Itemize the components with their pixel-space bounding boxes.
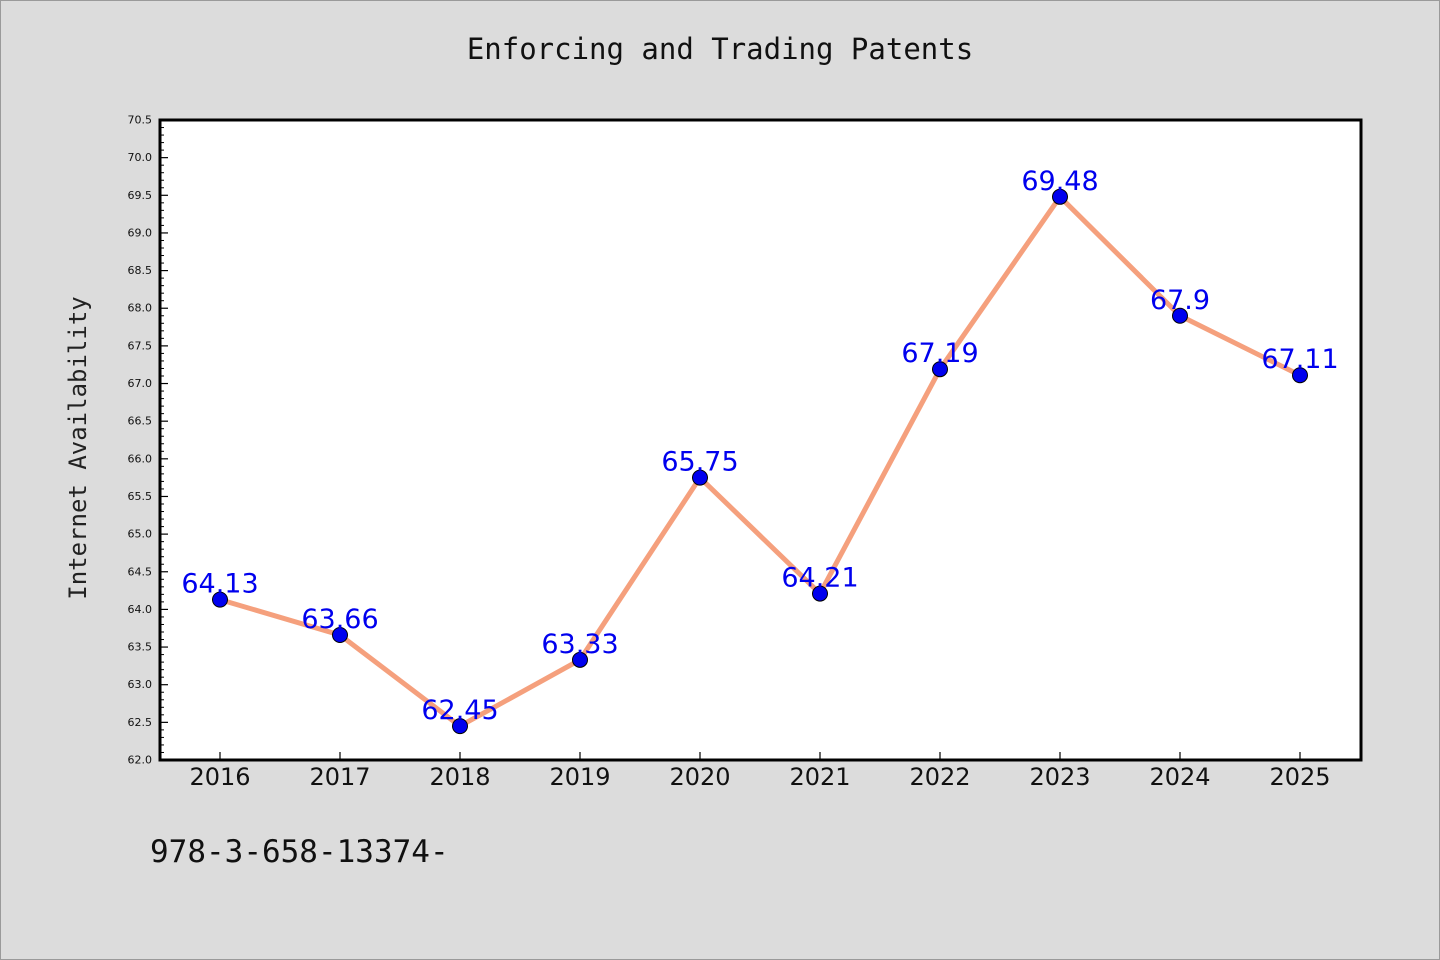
y-tick-label: 68.5 (128, 264, 153, 277)
y-tick-label: 63.0 (128, 678, 153, 691)
y-tick-label: 66.5 (128, 415, 153, 428)
x-tick-label: 2016 (189, 763, 250, 791)
x-tick-label: 2023 (1029, 763, 1090, 791)
y-tick-label: 63.5 (128, 641, 153, 654)
data-point (1172, 307, 1188, 324)
x-tick-label: 2019 (549, 763, 610, 791)
data-label: 64.13 (181, 569, 258, 600)
y-tick-label: 69.0 (128, 226, 153, 239)
data-label: 67.19 (901, 338, 978, 369)
y-tick-label: 62.0 (128, 754, 153, 767)
data-label: 67.11 (1261, 344, 1338, 375)
x-tick-label: 2022 (909, 763, 970, 791)
data-point (332, 627, 348, 644)
data-label: 64.21 (781, 563, 858, 594)
data-point (572, 651, 588, 668)
y-tick-label: 66.0 (128, 452, 153, 465)
x-tick-label: 2020 (669, 763, 730, 791)
y-tick-label: 65.5 (128, 490, 153, 503)
y-tick-label: 64.5 (128, 565, 153, 578)
data-point (932, 361, 948, 378)
y-tick-label: 68.0 (128, 302, 153, 315)
isbn-footnote: 978-3-658-13374- (150, 834, 449, 870)
x-tick-label: 2018 (429, 763, 490, 791)
data-point (1292, 367, 1308, 384)
y-tick-label: 65.0 (128, 528, 153, 541)
x-tick-label: 2017 (309, 763, 370, 791)
y-tick-label: 64.0 (128, 603, 153, 616)
data-label: 63.33 (541, 629, 618, 660)
data-point (452, 718, 468, 735)
chart-title: Enforcing and Trading Patents (466, 32, 974, 66)
data-point (212, 591, 228, 608)
data-label: 65.75 (661, 447, 738, 478)
data-point (692, 469, 708, 486)
data-label: 67.9 (1150, 285, 1210, 316)
series-line (217, 194, 1303, 729)
x-tick-label: 2021 (789, 763, 850, 791)
data-label: 69.48 (1021, 166, 1098, 197)
y-tick-label: 67.0 (128, 377, 153, 390)
x-tick-label: 2025 (1269, 763, 1330, 791)
data-label: 62.45 (421, 695, 498, 726)
plot-area (158, 118, 1363, 762)
y-tick-label: 67.5 (128, 339, 153, 352)
data-label: 63.66 (301, 604, 378, 635)
y-tick-label: 62.5 (128, 716, 153, 729)
y-tick-label: 70.5 (128, 114, 153, 127)
data-point (1052, 188, 1068, 205)
x-tick-label: 2024 (1149, 763, 1210, 791)
y-tick-label: 69.5 (128, 189, 153, 202)
y-tick-label: 70.0 (128, 151, 153, 164)
data-point (812, 585, 828, 602)
